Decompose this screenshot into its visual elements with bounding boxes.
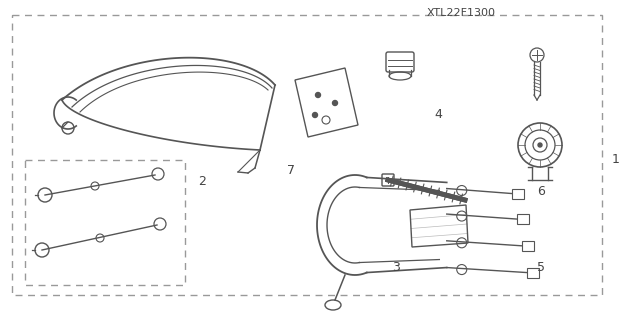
Text: 7: 7 — [287, 164, 295, 177]
Text: 3: 3 — [392, 262, 399, 274]
FancyBboxPatch shape — [382, 174, 394, 186]
Circle shape — [333, 100, 337, 106]
Text: 1: 1 — [612, 153, 620, 166]
Text: 6: 6 — [537, 185, 545, 198]
Text: 4: 4 — [435, 108, 442, 121]
Circle shape — [316, 93, 321, 98]
Bar — [25, 160, 185, 285]
Text: XTL22F1300: XTL22F1300 — [426, 8, 495, 18]
Bar — [12, 15, 602, 295]
Circle shape — [312, 113, 317, 117]
Circle shape — [538, 143, 542, 147]
Text: 5: 5 — [537, 262, 545, 274]
Text: 2: 2 — [198, 175, 205, 188]
